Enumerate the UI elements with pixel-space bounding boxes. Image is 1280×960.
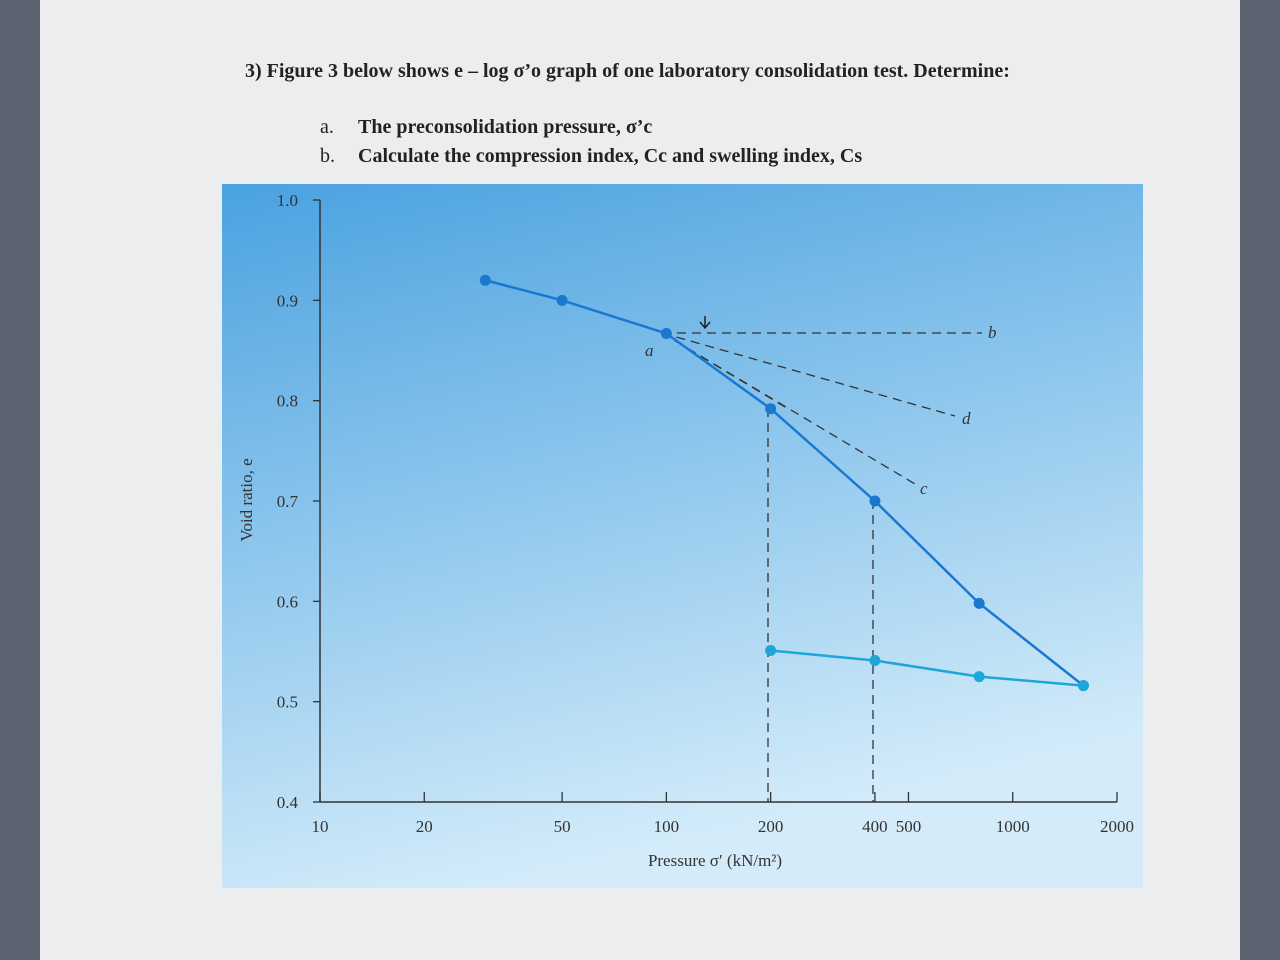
data-point bbox=[973, 671, 985, 683]
data-point bbox=[556, 294, 568, 306]
arrow bbox=[699, 316, 711, 330]
item-text: The preconsolidation pressure, σ’c bbox=[358, 116, 653, 138]
x-axis-label: Pressure σ′ (kN/m²) bbox=[648, 851, 782, 870]
data-point bbox=[765, 403, 777, 415]
construction-lines bbox=[661, 332, 982, 802]
data-point bbox=[869, 655, 881, 667]
item-marker: a. bbox=[320, 116, 334, 138]
data-point bbox=[869, 495, 881, 507]
annotation: b bbox=[988, 323, 997, 342]
x-tick-label: 2000 bbox=[1100, 817, 1134, 836]
y-tick-label: 0.8 bbox=[277, 392, 298, 411]
x-tick-label: 50 bbox=[554, 817, 571, 836]
y-tick-label: 0.6 bbox=[277, 592, 298, 611]
series-line bbox=[770, 649, 1084, 687]
x-tick-label: 100 bbox=[654, 817, 680, 836]
y-tick-label: 0.7 bbox=[277, 492, 299, 511]
data-point bbox=[1077, 680, 1089, 692]
annotation: d bbox=[962, 409, 971, 428]
x-tick-label: 10 bbox=[312, 817, 329, 836]
y-tick-label: 1.0 bbox=[277, 191, 298, 210]
data-point bbox=[479, 274, 491, 286]
x-tick-label: 200 bbox=[758, 817, 784, 836]
x-tick-label: 1000 bbox=[996, 817, 1030, 836]
x-tick-label: 20 bbox=[416, 817, 433, 836]
data-point bbox=[660, 327, 672, 339]
annotation: a bbox=[645, 341, 654, 360]
y-tick-label: 0.4 bbox=[277, 793, 299, 812]
item-text: Calculate the compression index, Cc and … bbox=[358, 145, 863, 167]
y-tick-label: 0.9 bbox=[277, 291, 298, 310]
y-axis-label: Void ratio, e bbox=[237, 458, 256, 541]
chart-background bbox=[222, 184, 1143, 888]
x-tick-label: 400 bbox=[862, 817, 888, 836]
item-marker: b. bbox=[320, 145, 335, 167]
question-heading: 3) Figure 3 below shows e – log σ’o grap… bbox=[245, 60, 1010, 82]
annotation: c bbox=[920, 479, 928, 498]
x-tick-label: 500 bbox=[896, 817, 922, 836]
y-tick-label: 0.5 bbox=[277, 693, 298, 712]
data-point bbox=[765, 644, 777, 656]
data-point bbox=[973, 597, 985, 609]
